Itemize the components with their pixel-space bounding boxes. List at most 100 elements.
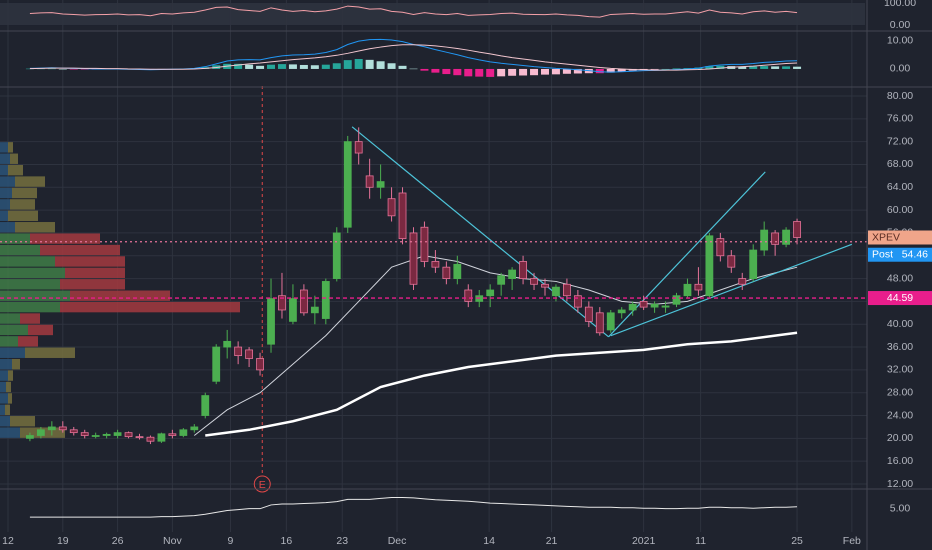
histogram-bar [332, 63, 341, 69]
candle-body [727, 255, 736, 268]
profile-down [10, 416, 35, 427]
candle-body [442, 266, 451, 279]
x-tick-label: 9 [228, 535, 234, 547]
x-tick-label: 19 [57, 535, 69, 547]
y-tick-label: 64.00 [887, 181, 913, 193]
profile-down [60, 301, 240, 313]
profile-down [15, 222, 55, 233]
x-tick-label: Nov [163, 535, 182, 547]
y-tick-label: 28.00 [887, 386, 913, 398]
candle-body [519, 261, 527, 279]
x-tick-label: 16 [281, 535, 293, 547]
candle-body [354, 141, 363, 154]
candle-body [464, 289, 473, 302]
profile-up [0, 347, 25, 358]
candle-body [738, 278, 747, 285]
histogram-bar [606, 68, 615, 73]
candle-body [760, 229, 769, 251]
profile-up [0, 176, 15, 187]
price-tag [868, 291, 932, 306]
y-tick-label: 60.00 [887, 204, 913, 216]
histogram-bar [398, 65, 407, 69]
moving-average [205, 331, 798, 437]
profile-up [0, 404, 5, 416]
candle-body [497, 275, 506, 285]
candle-body [606, 312, 615, 331]
histogram-bar [475, 68, 484, 77]
y-tick-label: 76.00 [887, 113, 913, 125]
profile-down [25, 347, 75, 358]
profile-down [5, 404, 10, 416]
candle-body [617, 309, 626, 314]
candle-body [672, 295, 681, 305]
profile-up [0, 153, 10, 164]
candle-body [245, 349, 253, 359]
y-tick-label: 0.00 [890, 19, 911, 31]
profile-up [0, 256, 55, 267]
histogram-bar [47, 68, 56, 70]
profile-down [8, 393, 12, 404]
candle-body [749, 249, 758, 279]
candle-body [80, 432, 89, 436]
histogram-bar [80, 68, 89, 70]
histogram-bar [661, 68, 670, 70]
y-tick-label: 48.00 [887, 272, 913, 284]
histogram-bar [486, 68, 495, 77]
y-tick-label: 5.00 [890, 502, 911, 514]
profile-up [0, 199, 10, 210]
event-marker [253, 475, 271, 493]
candle-body [431, 261, 440, 268]
histogram-bar [705, 66, 714, 69]
candle-body [201, 395, 210, 416]
y-tick-label: 68.00 [887, 158, 913, 170]
histogram-bar [551, 68, 560, 75]
candle-body [595, 312, 604, 334]
candle-body [343, 141, 352, 228]
candle-body [541, 283, 549, 288]
profile-down [8, 370, 13, 381]
price-tag-value: 44.59 [887, 292, 913, 304]
profile-down [10, 153, 18, 164]
profile-down [8, 164, 23, 176]
candle-body [36, 429, 45, 436]
histogram-bar [453, 68, 462, 76]
histogram-bar [387, 63, 396, 69]
histogram-bar [267, 64, 276, 69]
x-tick-label: 12 [2, 535, 14, 547]
profile-up [0, 358, 12, 370]
profile-up [0, 279, 60, 290]
profile-up [0, 142, 8, 153]
histogram-bar [464, 68, 473, 77]
histogram-bar [771, 66, 780, 69]
profile-down [12, 358, 20, 370]
candle-body [376, 181, 385, 188]
histogram-bar [650, 68, 659, 70]
candle-body [486, 289, 495, 297]
profile-up [0, 301, 60, 313]
histogram-bar [234, 63, 243, 69]
candle-body [256, 358, 264, 371]
y-tick-label: 24.00 [887, 409, 913, 421]
candle-body [771, 232, 780, 245]
candle-body [179, 429, 188, 436]
candle-body [234, 346, 243, 357]
candle-body [639, 301, 648, 308]
y-tick-label: 20.00 [887, 432, 913, 444]
candle-body [398, 192, 407, 240]
line [29, 44, 798, 71]
profile-down [40, 244, 120, 256]
candle-body [563, 283, 571, 297]
profile-up [0, 233, 30, 244]
trendline [610, 243, 853, 337]
histogram-bar [420, 68, 429, 71]
histogram-bar [716, 65, 725, 69]
histogram-bar [256, 65, 265, 69]
candle-body [365, 175, 374, 188]
histogram-bar [749, 66, 758, 69]
histogram-bar [782, 66, 791, 69]
profile-up [0, 416, 10, 427]
y-tick-label: 12.00 [887, 478, 913, 490]
histogram-bar [354, 59, 363, 69]
profile-down [15, 176, 45, 187]
